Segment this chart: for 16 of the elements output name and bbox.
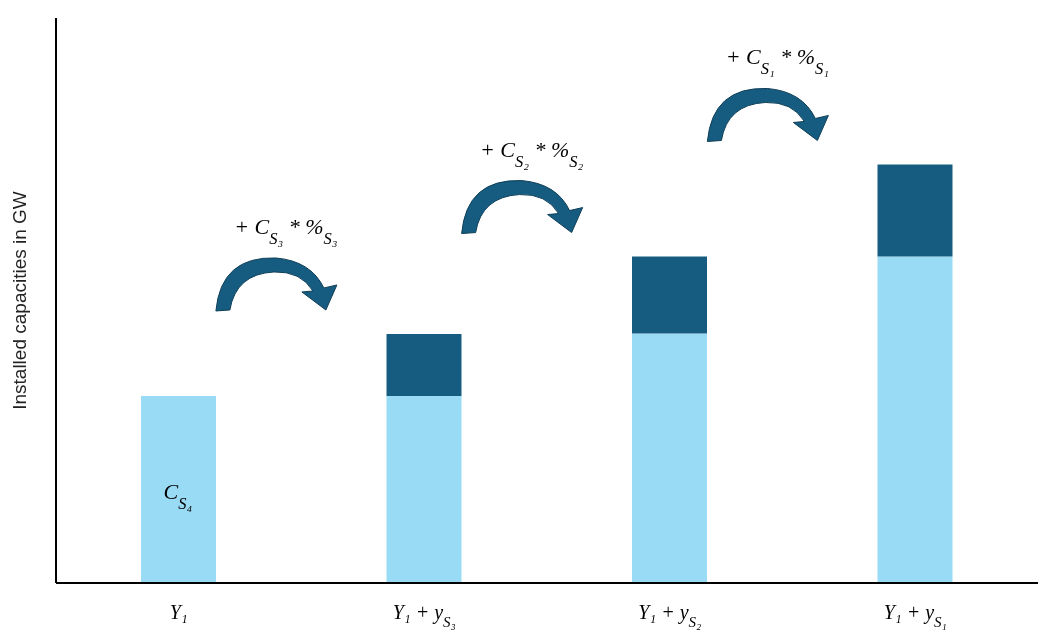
bar bbox=[632, 333, 707, 583]
annotation: + C$_{S₃}$ * %$_{S₃}$ bbox=[234, 213, 338, 248]
y-axis-title: Installed capacities in GW bbox=[9, 191, 30, 410]
bar bbox=[386, 333, 462, 396]
bar bbox=[877, 164, 953, 257]
x-tick-label: Y₁ + y$_{S₃}$ bbox=[392, 601, 456, 630]
annotation: C$_{S₄}$ bbox=[163, 478, 193, 513]
bar bbox=[141, 395, 216, 583]
x-tick-label: Y₁ bbox=[169, 601, 188, 623]
bar bbox=[632, 256, 707, 334]
x-tick-label: Y₁ + y$_{S₂}$ bbox=[638, 601, 702, 630]
x-tick-label: Y₁ + y$_{S₁}$ bbox=[883, 601, 947, 630]
bar bbox=[386, 395, 462, 583]
annotation: + C$_{S₂}$ * %$_{S₂}$ bbox=[479, 136, 584, 171]
text: + C$_{S₁}$ * %$_{S₁}$ bbox=[725, 44, 830, 78]
bar bbox=[877, 256, 953, 583]
